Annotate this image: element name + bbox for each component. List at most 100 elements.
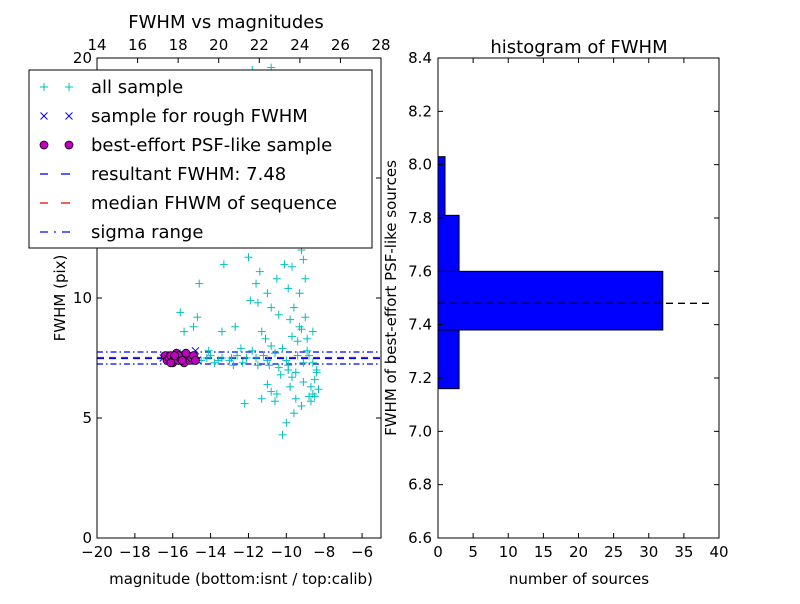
all-sample-point bbox=[257, 394, 266, 403]
histogram-x-label: number of sources bbox=[509, 570, 649, 588]
hist-x-tick-label: 25 bbox=[604, 543, 623, 561]
legend-entry: sigma range bbox=[40, 222, 203, 243]
hist-y-tick-label: 7.4 bbox=[408, 316, 432, 334]
legend-entry: resultant FWHM: 7.48 bbox=[40, 164, 286, 185]
top-x-tick-label: 18 bbox=[169, 36, 188, 54]
all-sample-point bbox=[278, 344, 287, 353]
all-sample-point bbox=[289, 409, 298, 418]
top-x-tick-label: 24 bbox=[290, 36, 309, 54]
histogram-bar bbox=[437, 270, 664, 331]
histogram-bar bbox=[437, 156, 446, 216]
all-sample-point bbox=[288, 373, 297, 382]
x-tick-label: −12 bbox=[233, 543, 265, 561]
y-tick-label: 0 bbox=[82, 529, 92, 547]
all-sample-point bbox=[229, 361, 238, 370]
legend-label: median FHWM of sequence bbox=[91, 193, 337, 214]
all-sample-point bbox=[305, 351, 314, 360]
legend-marker-dot bbox=[54, 231, 56, 233]
scatter-legend: all sample sample for rough FWHM best-effo… bbox=[28, 69, 373, 249]
scatter-y-label: FWHM (pix) bbox=[51, 255, 69, 342]
hist-y-tick-label: 8.0 bbox=[408, 156, 432, 174]
y-tick-label: 10 bbox=[73, 289, 92, 307]
all-sample-point bbox=[293, 351, 302, 360]
all-sample-point bbox=[263, 356, 272, 365]
psf-sample-point bbox=[170, 351, 180, 361]
hist-y-tick-label: 8.4 bbox=[408, 49, 432, 67]
all-sample-point bbox=[238, 358, 247, 367]
legend-entry: all sample bbox=[40, 77, 183, 98]
all-sample-point bbox=[204, 346, 213, 355]
all-sample-point bbox=[217, 327, 226, 336]
y-tick-label: 5 bbox=[82, 409, 92, 427]
all-sample-point bbox=[219, 260, 228, 269]
all-sample-point bbox=[278, 430, 287, 439]
y-tick-label: 20 bbox=[73, 49, 92, 67]
psf-sample-point bbox=[191, 355, 200, 365]
all-sample-point bbox=[274, 363, 283, 372]
scatter-title: FWHM vs magnitudes bbox=[128, 12, 323, 33]
all-sample-point bbox=[253, 361, 262, 370]
top-x-tick-label: 28 bbox=[371, 36, 390, 54]
legend-marker-x bbox=[65, 112, 73, 120]
all-sample-point bbox=[308, 327, 317, 336]
x-tick-label: −18 bbox=[119, 543, 151, 561]
hist-x-tick-label: 20 bbox=[569, 543, 588, 561]
all-sample-point bbox=[299, 255, 308, 264]
all-sample-point bbox=[272, 390, 281, 398]
all-sample-point bbox=[252, 354, 261, 362]
all-sample-point bbox=[236, 344, 245, 353]
x-tick-label: −10 bbox=[271, 543, 303, 561]
hist-x-tick-label: 5 bbox=[468, 543, 478, 561]
all-sample-point bbox=[272, 274, 281, 283]
all-sample-point bbox=[282, 356, 291, 365]
all-sample-point bbox=[301, 274, 310, 283]
all-sample-point bbox=[284, 366, 293, 374]
hist-x-tick-label: 10 bbox=[499, 543, 518, 561]
all-sample-point bbox=[291, 368, 300, 377]
all-sample-point bbox=[252, 279, 261, 288]
all-sample-point bbox=[308, 358, 317, 367]
x-tick-label: −20 bbox=[81, 543, 113, 561]
scatter-x-label: magnitude (bottom:isnt / top:calib) bbox=[109, 570, 373, 588]
legend-marker-circle bbox=[39, 140, 49, 150]
top-x-tick-label: 14 bbox=[87, 36, 106, 54]
all-sample-point bbox=[246, 296, 255, 305]
all-sample-point bbox=[276, 370, 285, 379]
legend-entry: median FHWM of sequence bbox=[40, 193, 337, 214]
psf-sample-point bbox=[166, 358, 176, 368]
all-sample-point bbox=[310, 392, 319, 401]
all-sample-point bbox=[242, 354, 251, 362]
hist-x-tick-label: 40 bbox=[709, 543, 728, 561]
all-sample-point bbox=[189, 322, 198, 331]
all-sample-point bbox=[214, 356, 223, 365]
all-sample-point bbox=[306, 382, 315, 391]
all-sample-point bbox=[267, 342, 276, 350]
all-sample-point bbox=[303, 346, 312, 355]
top-x-tick-label: 22 bbox=[250, 36, 269, 54]
all-sample-point bbox=[299, 378, 308, 386]
scatter-panel: FWHM vs magnitudes −20 −18 −16 −14 −12 −10 −8−… bbox=[28, 12, 391, 588]
all-sample-point bbox=[255, 267, 264, 276]
all-sample-point bbox=[280, 260, 289, 269]
histogram-panel: histogram of FWHM 0 5 10 15 20 25 30 35 40 6.6 6.8… bbox=[382, 37, 729, 588]
all-sample-point bbox=[293, 337, 302, 346]
hist-y-tick-label: 8.2 bbox=[408, 102, 432, 120]
all-sample-point bbox=[297, 325, 306, 334]
all-sample-point bbox=[265, 361, 274, 370]
legend-entry: best-effort PSF-like sample bbox=[39, 135, 332, 156]
legend-entry: sample for rough FWHM bbox=[40, 106, 308, 127]
all-sample-point bbox=[288, 332, 297, 341]
legend-box bbox=[28, 69, 373, 249]
all-sample-point bbox=[270, 397, 279, 406]
legend-label: sigma range bbox=[91, 222, 203, 243]
histogram-bar bbox=[437, 214, 460, 272]
all-sample-point bbox=[286, 382, 295, 391]
hist-y-tick-label: 6.8 bbox=[408, 476, 432, 494]
hist-y-tick-label: 6.6 bbox=[408, 529, 432, 547]
all-sample-point bbox=[284, 284, 293, 293]
hist-x-tick-label: 30 bbox=[639, 543, 658, 561]
all-sample-point bbox=[259, 351, 268, 360]
all-sample-point bbox=[314, 385, 323, 394]
top-x-tick-label: 16 bbox=[128, 36, 147, 54]
all-sample-point bbox=[295, 289, 304, 298]
